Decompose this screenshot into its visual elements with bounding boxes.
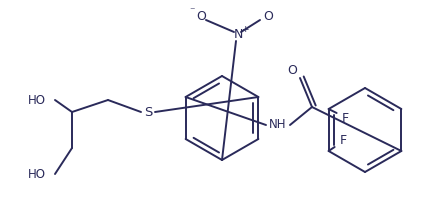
Text: O: O xyxy=(287,64,297,76)
Text: N: N xyxy=(233,28,243,41)
Text: ⁻: ⁻ xyxy=(189,6,195,16)
Text: HO: HO xyxy=(28,94,46,106)
Text: O: O xyxy=(263,9,273,23)
Text: F: F xyxy=(340,134,347,148)
Text: S: S xyxy=(144,106,152,118)
Text: NH: NH xyxy=(269,118,287,131)
Text: O: O xyxy=(196,9,206,23)
Text: F: F xyxy=(342,113,349,125)
Text: +: + xyxy=(241,25,249,35)
Text: HO: HO xyxy=(28,168,46,180)
